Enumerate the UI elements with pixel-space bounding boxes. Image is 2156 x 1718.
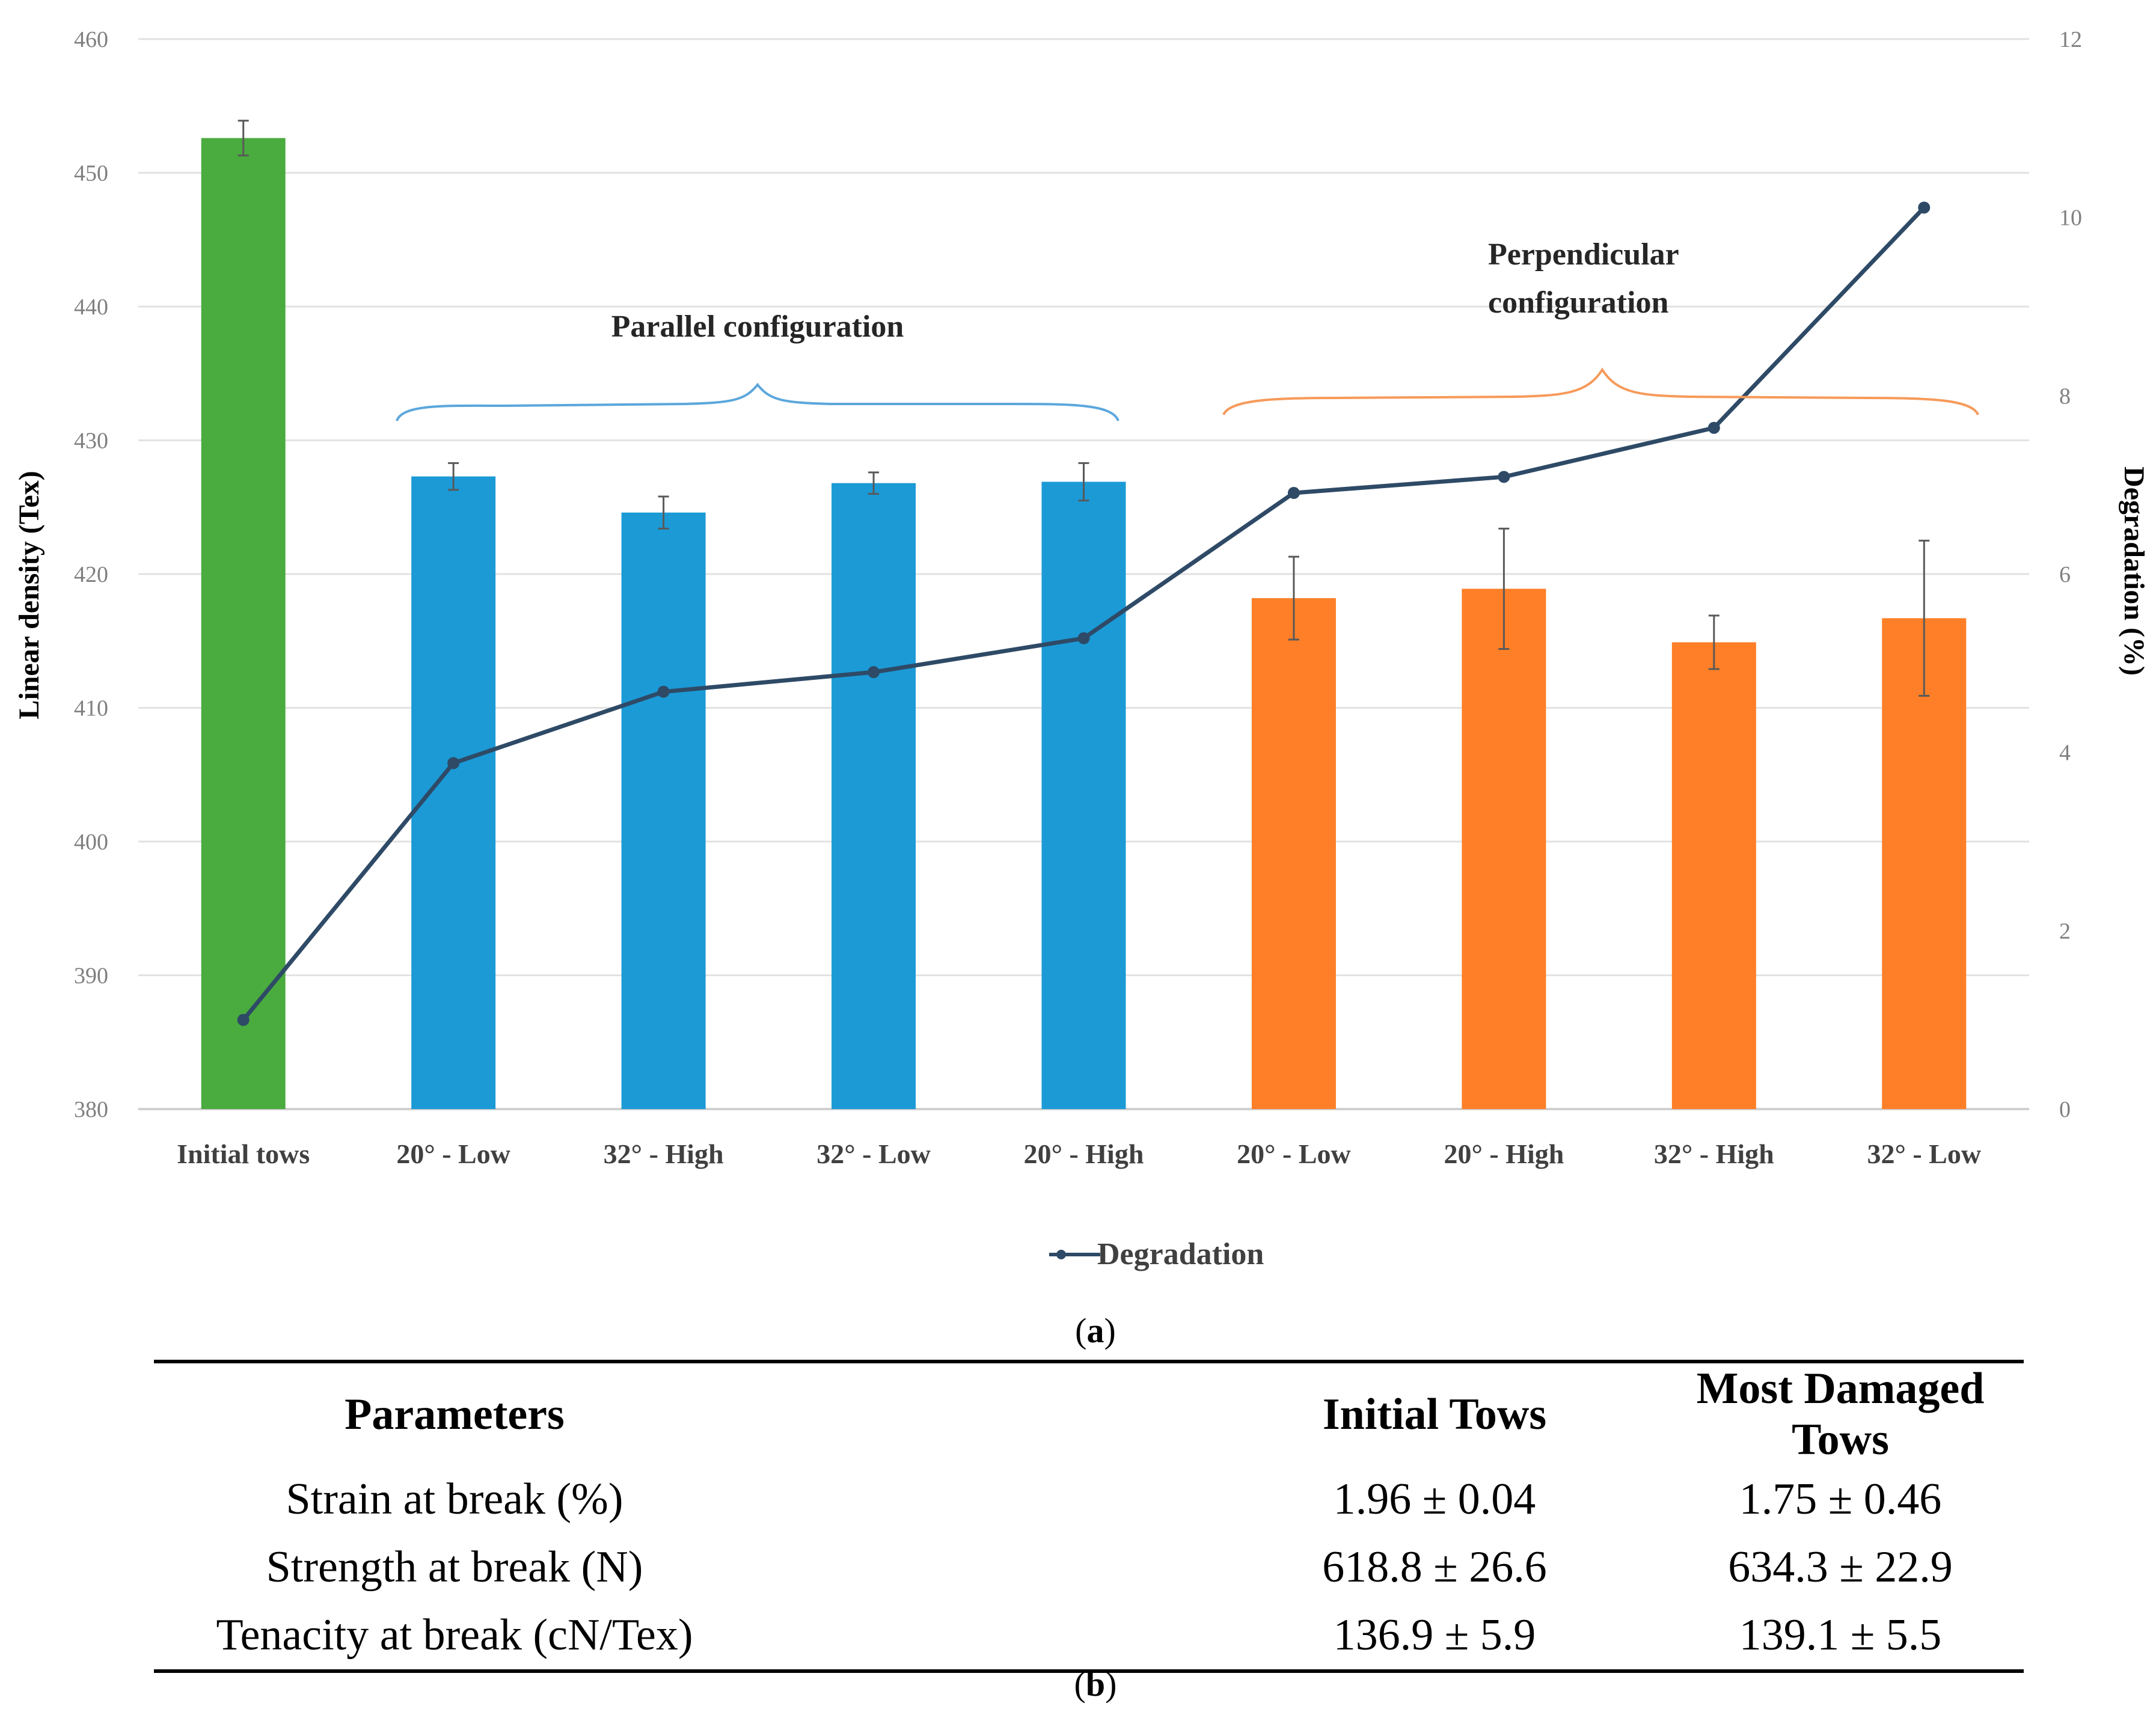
category-label: 20° - Low [396, 1139, 510, 1169]
table-cell-initial: 618.8 ± 26.6 [1322, 1542, 1547, 1592]
legend-marker [1056, 1250, 1066, 1259]
category-labels: Initial tows 20° - Low 32° - High 32° - Low… [177, 1139, 1981, 1169]
left-tick-label: 410 [74, 696, 108, 721]
right-tick-label: 8 [2059, 384, 2071, 409]
bar [1251, 598, 1336, 1109]
degradation-point [447, 757, 460, 769]
degradation-point [1498, 471, 1510, 483]
bar [831, 483, 916, 1110]
header-spacer [755, 1362, 1212, 1466]
table-cell-parameter: Strain at break (%) [286, 1475, 623, 1524]
bar [621, 512, 706, 1109]
left-tick-label: 450 [74, 161, 108, 186]
perpendicular-label-line1: Perpendicular [1488, 237, 1679, 272]
error-bars [237, 120, 1930, 697]
category-label: 32° - Low [816, 1139, 931, 1169]
header-initial-tows: Initial Tows [1322, 1389, 1547, 1439]
left-tick-label: 460 [74, 27, 108, 52]
header-parameters: Parameters [345, 1389, 565, 1439]
table-cell-spacer [755, 1466, 1212, 1533]
right-tick-label: 2 [2059, 919, 2071, 944]
degradation-point [1707, 421, 1720, 434]
left-axis-ticks: 380 390 400 410 420 430 440 450 460 [74, 27, 108, 1122]
table-cell-damaged: 139.1 ± 5.5 [1739, 1610, 1942, 1660]
right-tick-label: 12 [2059, 27, 2082, 52]
degradation-point [237, 1013, 250, 1026]
results-table: Parameters Initial Tows Most Damaged Tow… [154, 1360, 2024, 1673]
table-header-row: Parameters Initial Tows Most Damaged Tow… [154, 1362, 2024, 1466]
bar [1671, 642, 1756, 1109]
bar [1041, 481, 1126, 1109]
table-cell-damaged: 1.75 ± 0.46 [1739, 1475, 1942, 1524]
left-tick-label: 390 [74, 964, 108, 989]
left-axis-title: Linear density (Tex) [13, 471, 45, 719]
left-tick-label: 440 [74, 295, 108, 320]
bar [411, 476, 496, 1110]
category-label: 20° - High [1444, 1139, 1564, 1169]
category-label: 32° - High [604, 1139, 724, 1169]
category-label: 32° - Low [1867, 1139, 1981, 1169]
table-row: Tenacity at break (cN/Tex) 136.9 ± 5.9 1… [154, 1601, 2024, 1671]
bar [1882, 618, 1967, 1109]
panel-label-a: (a) [1075, 1311, 1116, 1350]
category-label: 20° - High [1024, 1139, 1144, 1169]
left-tick-label: 400 [74, 830, 108, 855]
bars [201, 138, 1967, 1110]
legend-label: Degradation [1097, 1237, 1264, 1271]
degradation-point [868, 666, 880, 679]
category-label: 20° - Low [1237, 1139, 1351, 1169]
combo-chart: 380 390 400 410 420 430 440 450 460 0 2 4 6 8 10 12 In… [13, 27, 2150, 1271]
right-tick-label: 10 [2059, 206, 2082, 231]
panel-letter-a: a [1086, 1311, 1104, 1350]
degradation-point [1918, 201, 1931, 214]
table-row: Strength at break (N) 618.8 ± 26.6 634.3… [154, 1533, 2024, 1601]
legend: Degradation [1049, 1237, 1264, 1271]
table-row: Strain at break (%) 1.96 ± 0.04 1.75 ± 0… [154, 1466, 2024, 1533]
table-cell-parameter: Strength at break (N) [266, 1542, 643, 1592]
right-tick-label: 6 [2059, 562, 2071, 587]
parallel-label: Parallel configuration [611, 310, 904, 344]
category-label: Initial tows [177, 1139, 310, 1169]
panel-label-b: (b) [1074, 1665, 1117, 1704]
bar [201, 138, 286, 1109]
right-tick-label: 4 [2059, 741, 2071, 766]
table-cell-spacer [755, 1533, 1212, 1601]
bar [1462, 588, 1546, 1109]
degradation-line [237, 201, 1931, 1026]
table-cell-damaged: 634.3 ± 22.9 [1728, 1542, 1953, 1592]
panel-letter-b: b [1085, 1665, 1106, 1704]
table-cell-spacer [755, 1601, 1212, 1671]
degradation-point [1287, 487, 1300, 500]
table-cell-parameter: Tenacity at break (cN/Tex) [216, 1610, 693, 1660]
degradation-point [657, 685, 670, 698]
left-tick-label: 430 [74, 429, 108, 454]
right-tick-label: 0 [2059, 1097, 2071, 1122]
header-most-damaged-tows: Most Damaged Tows [1696, 1364, 1985, 1464]
left-tick-label: 380 [74, 1097, 108, 1122]
parameters-table: Parameters Initial Tows Most Damaged Tow… [154, 1360, 2024, 1673]
left-tick-label: 420 [74, 562, 108, 587]
perpendicular-brace [1222, 367, 1979, 415]
parallel-brace [396, 382, 1119, 421]
right-axis-ticks: 0 2 4 6 8 10 12 [2059, 27, 2082, 1122]
table-cell-initial: 136.9 ± 5.9 [1333, 1610, 1536, 1660]
right-axis-title: Degradation (%) [2118, 466, 2150, 676]
category-label: 32° - High [1654, 1139, 1774, 1169]
degradation-point [1077, 632, 1090, 644]
table-cell-initial: 1.96 ± 0.04 [1333, 1475, 1536, 1524]
perpendicular-label-line2: configuration [1488, 286, 1669, 320]
